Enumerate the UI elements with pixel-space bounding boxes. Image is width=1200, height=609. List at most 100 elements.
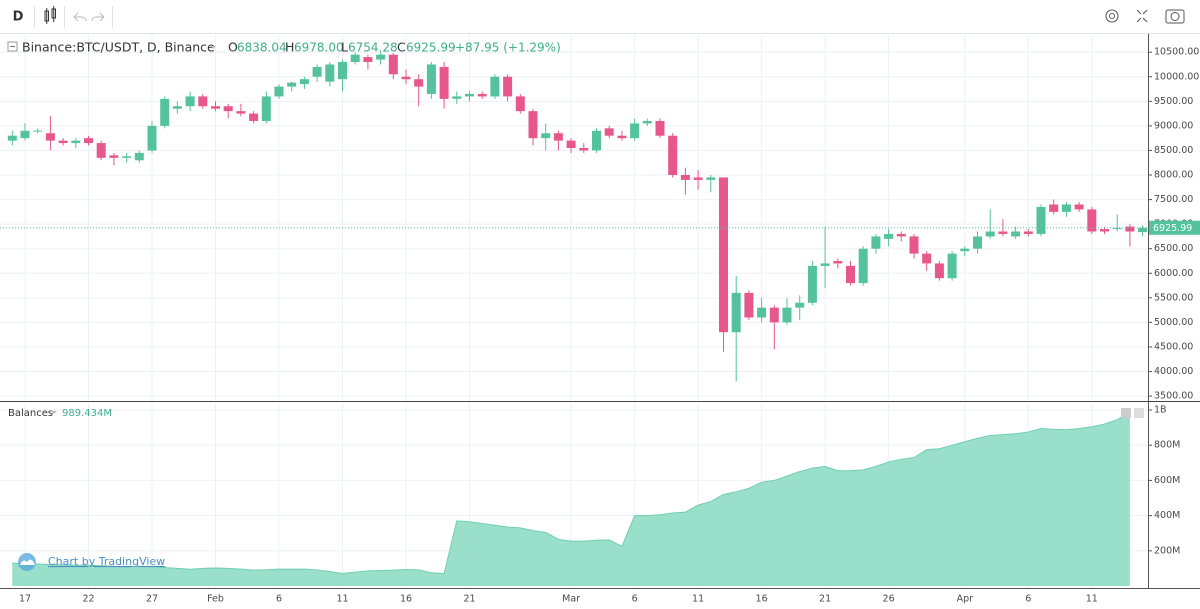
x-tick-label: 6 bbox=[1025, 594, 1031, 605]
y-tick-label: 9500.00 bbox=[1154, 96, 1193, 107]
y-tick-label: 4000.00 bbox=[1154, 366, 1193, 377]
watermark-cloud bbox=[20, 559, 35, 565]
candle-body bbox=[947, 253, 957, 279]
candle-body bbox=[769, 307, 779, 323]
candle-body bbox=[223, 106, 233, 112]
candle-body bbox=[642, 120, 652, 124]
pane-button[interactable] bbox=[1121, 408, 1131, 418]
candle-body bbox=[503, 76, 513, 97]
candle-body bbox=[757, 307, 767, 318]
candle-body bbox=[20, 130, 30, 139]
candle-body bbox=[388, 54, 398, 75]
candle-body bbox=[1061, 204, 1071, 212]
candle-body bbox=[249, 113, 259, 121]
candle-body bbox=[58, 140, 68, 144]
candle-body bbox=[592, 130, 601, 151]
candle-body bbox=[439, 66, 449, 99]
candle-body bbox=[185, 96, 195, 107]
x-tick-label: 16 bbox=[400, 594, 412, 605]
x-tick-label: 21 bbox=[463, 594, 475, 605]
candle-body bbox=[160, 98, 170, 126]
symbol-title: Binance:BTC/USDT, D, Binance bbox=[22, 40, 215, 55]
candle-body bbox=[820, 263, 830, 266]
y-tick-label: 10500.00 bbox=[1154, 47, 1199, 58]
toolbar: D bbox=[0, 6, 1200, 34]
y-tick-label: 6500.00 bbox=[1154, 243, 1193, 254]
y-tick-label: 4500.00 bbox=[1154, 341, 1193, 352]
candle-body bbox=[7, 135, 17, 141]
screenshot-button[interactable] bbox=[1165, 9, 1185, 24]
ohlc-value: 6838.04 bbox=[237, 41, 287, 55]
indicator-value: 989.434M bbox=[62, 408, 112, 419]
candle-body bbox=[630, 123, 640, 139]
candle-body bbox=[147, 125, 157, 151]
plot bbox=[0, 52, 1148, 586]
pane-button[interactable] bbox=[1134, 408, 1144, 418]
candle-body bbox=[363, 57, 373, 63]
indicator-legend: Balances 989.434M bbox=[8, 408, 1144, 419]
candle-body bbox=[477, 93, 487, 97]
ohlc-key: C bbox=[397, 40, 406, 55]
candle-body bbox=[846, 265, 855, 284]
candle-body bbox=[1125, 226, 1135, 232]
indicator-menu[interactable] bbox=[51, 411, 57, 414]
fullscreen-button[interactable] bbox=[1136, 9, 1148, 23]
candle-body bbox=[236, 111, 246, 114]
candle-body bbox=[1011, 231, 1021, 237]
candle-body bbox=[617, 135, 627, 139]
candle-body bbox=[1138, 227, 1148, 233]
last-price-label: 6925.99 bbox=[1153, 223, 1192, 234]
candle-body bbox=[312, 66, 322, 77]
candle-body bbox=[579, 147, 589, 151]
interval-button[interactable]: D bbox=[13, 10, 24, 25]
undo-button[interactable] bbox=[73, 12, 87, 22]
ohlc-value: 6754.28 bbox=[348, 41, 398, 55]
candle-body bbox=[376, 54, 386, 60]
candle-body bbox=[274, 86, 284, 97]
watermark-text[interactable]: Chart by TradingView bbox=[48, 555, 165, 568]
candle-body bbox=[922, 253, 932, 264]
candle-body bbox=[1100, 229, 1109, 232]
candle-body bbox=[109, 155, 119, 158]
x-tick-label: 26 bbox=[883, 594, 895, 605]
candle-body bbox=[1087, 209, 1097, 232]
candle-body bbox=[973, 236, 982, 249]
candle-body bbox=[833, 260, 843, 264]
x-tick-label: Mar bbox=[562, 594, 580, 605]
candle-body bbox=[795, 302, 805, 308]
settings-button[interactable] bbox=[1105, 9, 1119, 23]
ohlc-value: 6978.00 bbox=[294, 41, 344, 55]
candle-body bbox=[33, 130, 43, 132]
candle-body bbox=[338, 62, 347, 80]
x-tick-label: Feb bbox=[207, 594, 224, 605]
symbol-menu[interactable] bbox=[210, 46, 216, 49]
redo-button[interactable] bbox=[91, 12, 105, 22]
y-tick-label: 9000.00 bbox=[1154, 120, 1193, 131]
candle-body bbox=[553, 133, 563, 141]
chart-style-button[interactable] bbox=[44, 6, 56, 24]
candle-body bbox=[693, 177, 703, 180]
candle-body bbox=[426, 64, 436, 94]
y-tick-label: 3500.00 bbox=[1154, 391, 1193, 402]
candle-body bbox=[84, 138, 93, 144]
candle-body bbox=[731, 292, 741, 333]
candle-body bbox=[287, 82, 297, 87]
candle-body bbox=[299, 79, 309, 85]
candle-body bbox=[452, 96, 462, 99]
candle-body bbox=[871, 236, 881, 249]
y-tick-label: 6000.00 bbox=[1154, 268, 1193, 279]
candle-body bbox=[528, 111, 538, 139]
candle-body bbox=[1049, 204, 1059, 212]
y-tick-label: 8500.00 bbox=[1154, 145, 1193, 156]
labels: 17 22 27 Feb 6 11 16 21 Mar 6 11 16 21 26 Apr 6 11 3500.0… bbox=[19, 47, 1200, 605]
ohlc-key: H bbox=[285, 40, 294, 55]
candle-body bbox=[1074, 204, 1084, 210]
watermark: Chart by TradingView bbox=[18, 553, 165, 571]
candle-body bbox=[401, 76, 411, 80]
candle-body bbox=[198, 96, 208, 107]
candle-body bbox=[858, 248, 868, 284]
ohlc-key: L bbox=[341, 40, 348, 55]
y-tick-label: 200M bbox=[1154, 545, 1180, 556]
y-tick-label: 400M bbox=[1154, 510, 1180, 521]
